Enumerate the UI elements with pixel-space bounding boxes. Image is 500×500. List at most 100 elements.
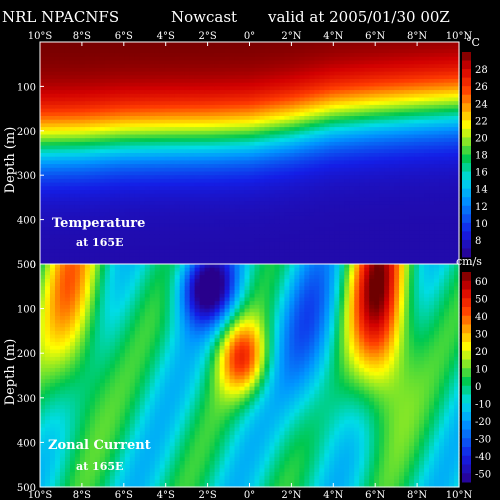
temperature-cell [334, 153, 340, 158]
temperature-cell [89, 234, 96, 239]
temperature-cell [394, 219, 400, 224]
temperature-cell [409, 49, 415, 54]
temperature-cell [269, 223, 276, 228]
temperature-cell [314, 67, 320, 73]
temperature-cell [389, 75, 395, 80]
temperature-cell [319, 208, 325, 213]
temperature-cell [254, 234, 261, 239]
temperature-cell [234, 164, 241, 169]
temperature-cell [89, 53, 96, 58]
temperature-cell [249, 227, 256, 232]
temperature-cell [149, 212, 156, 217]
temperature-cell [284, 219, 291, 224]
temperature-cell [319, 238, 325, 243]
temperature-cell [259, 164, 266, 169]
temperature-cell [309, 138, 315, 143]
temperature-cell [214, 201, 221, 206]
temperature-cell [389, 82, 395, 87]
temperature-cell [444, 153, 450, 158]
temperature-cell [54, 79, 61, 84]
temperature-cell [439, 123, 445, 128]
temperature-cell [254, 219, 261, 224]
temperature-cell [104, 197, 111, 202]
temperature-cell [304, 127, 310, 132]
temperature-cell [184, 245, 191, 250]
temperature-cell [139, 215, 146, 221]
temperature-cell [219, 219, 226, 224]
temperature-cell [134, 186, 141, 191]
temperature-cell [154, 252, 161, 258]
temperature-cell [349, 86, 355, 91]
temperature-cell [229, 116, 236, 121]
temperature-cell [154, 49, 161, 54]
temperature-cell [204, 149, 211, 154]
temperature-cell [239, 90, 246, 95]
temperature-cell [319, 234, 325, 239]
temperature-cell [374, 241, 380, 247]
temperature-cell [129, 241, 136, 247]
temperature-cell [279, 119, 286, 124]
temperature-cell [144, 167, 151, 173]
temperature-cell [89, 45, 96, 50]
temperature-cell [264, 182, 271, 187]
temperature-cell [74, 71, 81, 76]
temperature-cell [374, 238, 380, 243]
temperature-cell [399, 53, 405, 58]
temperature-cell [219, 234, 226, 239]
temperature-cell [239, 64, 246, 69]
temperature-cell [424, 249, 430, 254]
temperature-cell [44, 178, 51, 184]
temperature-cell [219, 164, 226, 169]
temperature-cell [179, 42, 186, 47]
temperature-cell [199, 145, 206, 150]
temperature-cell [254, 256, 261, 261]
temperature-cell [134, 101, 141, 106]
temperature-cell [159, 145, 166, 150]
temperature-cell [389, 149, 395, 154]
temperature-cell [354, 145, 360, 150]
temperature-cell [434, 160, 440, 165]
temperature-cell [424, 75, 430, 80]
temperature-cell [309, 201, 315, 206]
temperature-cell [394, 212, 400, 217]
temperature-cell [449, 230, 455, 235]
temperature-cell [449, 130, 455, 136]
temperature-cell [44, 127, 51, 132]
temperature-cell [404, 238, 410, 243]
temperature-cell [194, 190, 201, 195]
temperature-cell [139, 86, 146, 91]
temperature-cell [49, 260, 56, 265]
temperature-cell [454, 86, 460, 91]
temperature-cell [189, 123, 196, 128]
temperature-cell [414, 219, 420, 224]
temperature-cell [224, 160, 231, 165]
temperature-cell [124, 101, 131, 106]
temperature-cell [184, 141, 191, 147]
temperature-cell [179, 108, 186, 113]
temperature-cell [354, 178, 360, 184]
temperature-cell [69, 90, 76, 95]
temperature-cell [114, 182, 121, 187]
temperature-cell [189, 260, 196, 265]
temperature-cell [144, 71, 151, 76]
temperature-cell [394, 252, 400, 258]
temperature-cell [194, 260, 201, 265]
temperature-cell [314, 45, 320, 50]
temperature-cell [339, 138, 345, 143]
temperature-cell [299, 82, 305, 87]
temperature-cell [269, 60, 276, 65]
temperature-cell [64, 97, 71, 102]
temperature-cell [54, 186, 61, 191]
temperature-cell [379, 97, 385, 102]
temperature-cell [374, 186, 380, 191]
temperature-cell [99, 252, 106, 258]
temperature-cell [284, 134, 291, 139]
temperature-cell [359, 204, 365, 210]
temperature-cell [314, 256, 320, 261]
temperature-cell [174, 90, 181, 95]
temperature-cell [164, 256, 171, 261]
temperature-cell [429, 223, 435, 228]
temperature-cell [64, 156, 71, 161]
temperature-cell [319, 127, 325, 132]
temperature-cell [54, 260, 61, 265]
